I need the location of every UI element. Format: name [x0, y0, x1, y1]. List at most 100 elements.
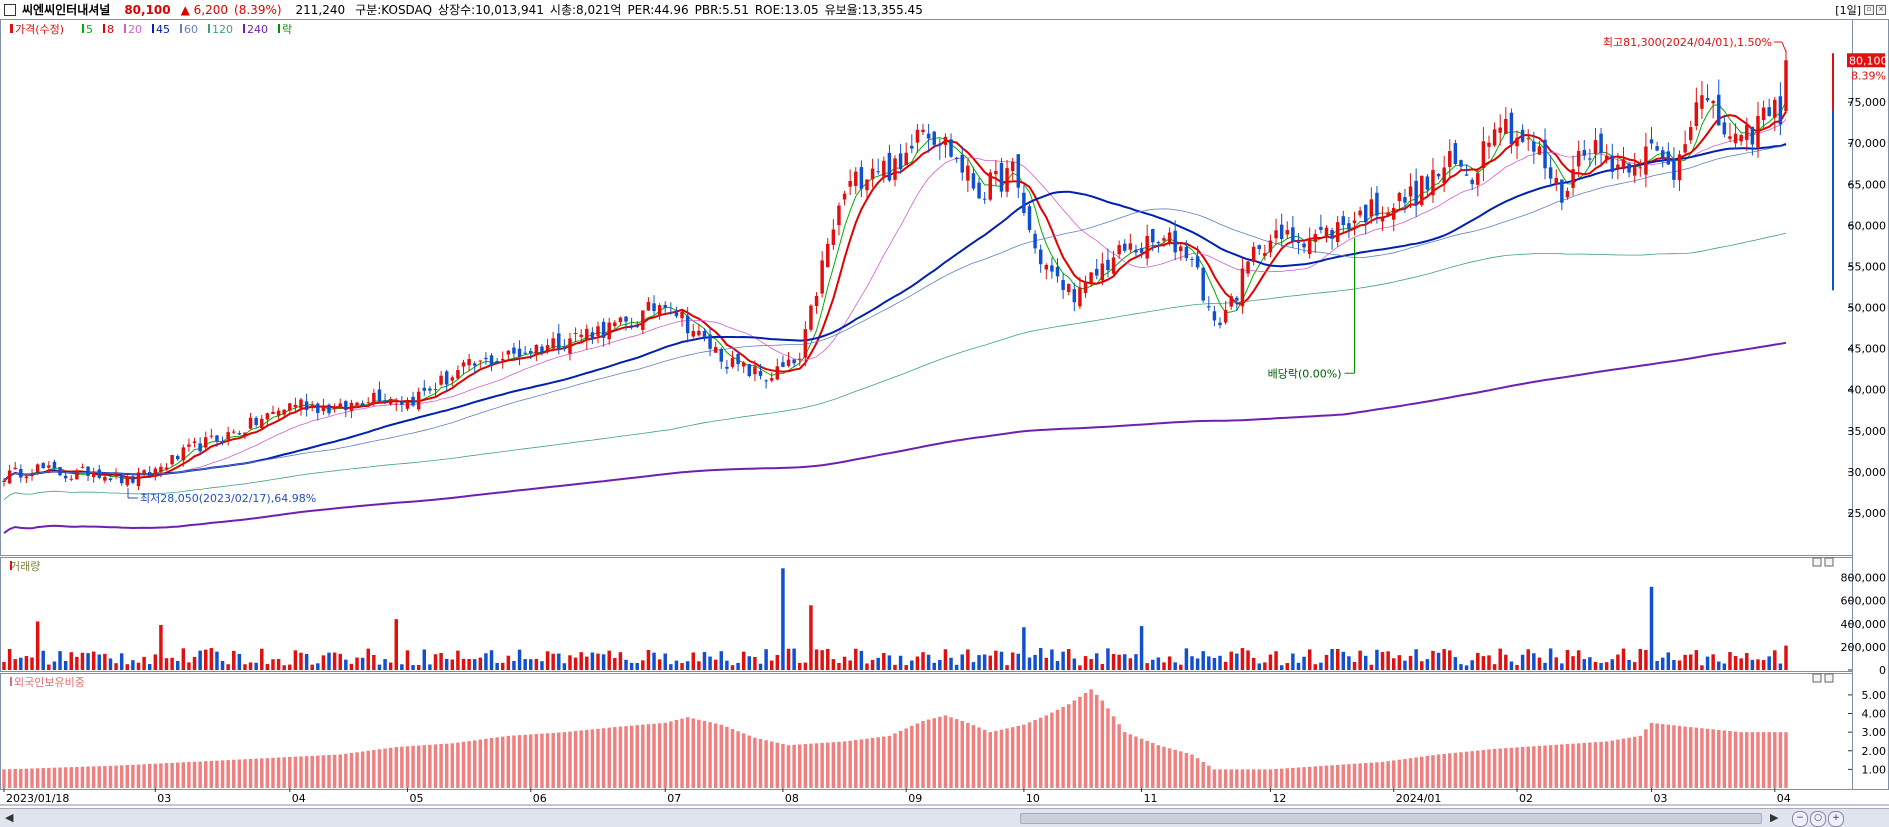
foreign-bar[interactable]	[1319, 766, 1323, 788]
foreign-bar[interactable]	[349, 752, 354, 788]
foreign-bar[interactable]	[1100, 700, 1105, 788]
foreign-bar[interactable]	[97, 766, 102, 788]
foreign-bar[interactable]	[366, 750, 370, 788]
candle-body[interactable]	[758, 371, 763, 376]
volume-bar[interactable]	[198, 650, 202, 670]
volume-bar[interactable]	[433, 654, 438, 670]
foreign-bar[interactable]	[114, 765, 118, 788]
volume-bar[interactable]	[764, 649, 768, 670]
volume-bar[interactable]	[1420, 661, 1424, 670]
foreign-bar[interactable]	[1666, 724, 1671, 788]
foreign-bar[interactable]	[1089, 689, 1093, 788]
volume-bar[interactable]	[461, 658, 466, 670]
volume-bar[interactable]	[887, 655, 892, 670]
candle-body[interactable]	[1139, 248, 1144, 253]
foreign-bar[interactable]	[697, 719, 701, 788]
foreign-bar[interactable]	[887, 735, 892, 788]
foreign-bar[interactable]	[1487, 749, 1491, 788]
volume-bar[interactable]	[1251, 657, 1256, 670]
foreign-bar[interactable]	[775, 742, 780, 788]
candle-body[interactable]	[568, 338, 572, 354]
candle-body[interactable]	[994, 170, 998, 175]
volume-bar[interactable]	[1246, 650, 1250, 670]
volume-bar[interactable]	[1363, 655, 1368, 670]
volume-bar[interactable]	[142, 656, 146, 670]
candle-body[interactable]	[1733, 133, 1738, 144]
volume-bar[interactable]	[1711, 654, 1715, 670]
volume-bar[interactable]	[949, 657, 953, 670]
volume-bar[interactable]	[248, 662, 253, 670]
volume-bar[interactable]	[1745, 653, 1749, 670]
volume-bar[interactable]	[1010, 652, 1015, 670]
candle-body[interactable]	[607, 322, 611, 340]
candle-body[interactable]	[786, 359, 791, 366]
volume-bar[interactable]	[243, 664, 247, 670]
zoom-in-icon[interactable]: +	[1828, 811, 1844, 827]
volume-bar[interactable]	[865, 663, 869, 670]
candle-body[interactable]	[960, 154, 964, 173]
volume-bar[interactable]	[1179, 664, 1183, 670]
volume-bar[interactable]	[1380, 652, 1385, 670]
volume-bar[interactable]	[304, 653, 309, 670]
volume-restore-icon[interactable]	[1812, 557, 1822, 567]
volume-bar[interactable]	[1324, 654, 1329, 670]
volume-bar[interactable]	[147, 664, 152, 670]
volume-bar[interactable]	[943, 649, 948, 670]
foreign-bar[interactable]	[1246, 769, 1250, 788]
foreign-bar[interactable]	[2, 769, 6, 788]
candle-body[interactable]	[1302, 243, 1306, 248]
volume-bar[interactable]	[842, 656, 847, 670]
foreign-bar[interactable]	[271, 757, 275, 788]
candle-body[interactable]	[1616, 164, 1620, 169]
candle-body[interactable]	[1027, 206, 1032, 231]
foreign-bar[interactable]	[938, 716, 942, 788]
volume-bar[interactable]	[781, 568, 785, 670]
foreign-bar[interactable]	[388, 747, 393, 788]
foreign-bar[interactable]	[1739, 732, 1743, 788]
foreign-bar[interactable]	[1251, 769, 1256, 788]
volume-bar[interactable]	[893, 664, 897, 670]
candle-body[interactable]	[691, 331, 696, 337]
volume-bar[interactable]	[601, 654, 606, 670]
foreign-bar[interactable]	[1733, 731, 1738, 788]
candle-body[interactable]	[1279, 224, 1284, 239]
volume-bar[interactable]	[573, 657, 578, 670]
foreign-bar[interactable]	[1207, 765, 1211, 788]
volume-bar[interactable]	[786, 648, 791, 670]
volume-bar[interactable]	[775, 654, 780, 670]
foreign-bar[interactable]	[1554, 744, 1558, 788]
candle-body[interactable]	[1307, 238, 1312, 255]
candle-body[interactable]	[747, 364, 752, 377]
volume-bar[interactable]	[814, 649, 819, 670]
foreign-bar[interactable]	[1604, 741, 1609, 788]
candle-body[interactable]	[1358, 210, 1362, 216]
candle-body[interactable]	[103, 476, 107, 481]
volume-bar[interactable]	[1464, 665, 1469, 670]
foreign-bar[interactable]	[344, 753, 348, 788]
candle-body[interactable]	[282, 409, 286, 415]
candle-body[interactable]	[1352, 220, 1357, 224]
candle-body[interactable]	[119, 475, 124, 484]
volume-bar[interactable]	[831, 659, 836, 670]
foreign-bar[interactable]	[232, 759, 236, 788]
foreign-bar[interactable]	[203, 761, 208, 788]
foreign-bar[interactable]	[820, 742, 824, 788]
candle-body[interactable]	[859, 167, 864, 189]
candle-body[interactable]	[938, 143, 942, 146]
candle-body[interactable]	[472, 363, 477, 366]
candle-body[interactable]	[338, 403, 342, 409]
foreign-bar[interactable]	[1094, 694, 1099, 788]
candle-body[interactable]	[1055, 266, 1060, 277]
volume-bar[interactable]	[1504, 654, 1508, 670]
foreign-bar[interactable]	[237, 759, 242, 788]
candle-body[interactable]	[876, 171, 880, 173]
volume-bar[interactable]	[792, 648, 796, 670]
foreign-bar[interactable]	[1229, 769, 1233, 788]
volume-bar[interactable]	[47, 664, 51, 670]
candle-body[interactable]	[1212, 311, 1217, 321]
volume-bar[interactable]	[131, 660, 135, 670]
volume-bar[interactable]	[859, 650, 864, 670]
foreign-bar[interactable]	[1167, 748, 1172, 788]
foreign-bar[interactable]	[125, 765, 130, 788]
candle-body[interactable]	[1201, 267, 1205, 301]
